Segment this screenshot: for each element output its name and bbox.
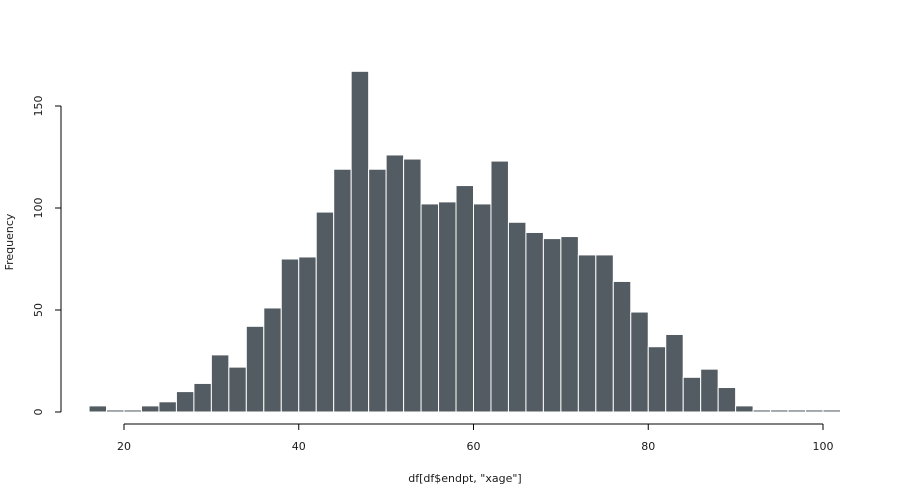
- x-tick-label: 20: [117, 440, 131, 453]
- histogram-bar: [455, 185, 474, 413]
- histogram-bar: [770, 409, 789, 413]
- histogram-bar: [717, 387, 737, 413]
- histogram-bar: [263, 307, 282, 413]
- histogram-bar: [647, 346, 667, 413]
- histogram-bar: [507, 221, 527, 413]
- histogram-bar: [350, 70, 370, 413]
- histogram-bar: [385, 154, 405, 413]
- histogram-bar: [577, 254, 597, 413]
- x-axis: 20 40 60 80 100: [117, 423, 834, 453]
- histogram-bar: [542, 238, 562, 413]
- x-tick-label: 60: [467, 440, 481, 453]
- y-tick-label: 100: [32, 198, 45, 219]
- y-axis: 0 50 100 150: [32, 96, 62, 416]
- histogram-bar: [315, 211, 335, 413]
- histogram-bar: [805, 409, 824, 413]
- histogram-bar: [210, 354, 230, 413]
- histogram-bar: [158, 401, 177, 413]
- histogram-bar: [525, 231, 544, 413]
- histogram-bar: [228, 366, 247, 413]
- histogram-bar: [560, 236, 579, 413]
- histogram-bar: [88, 405, 108, 413]
- y-tick-label: 50: [32, 303, 45, 317]
- histogram-bar: [193, 382, 212, 413]
- histogram-bar: [123, 409, 142, 413]
- y-tick-label: 0: [32, 409, 45, 416]
- histogram-bar: [682, 376, 702, 413]
- histogram-bar: [735, 405, 754, 413]
- y-tick-label: 150: [32, 96, 45, 117]
- histogram-bar: [665, 333, 684, 413]
- x-tick-label: 40: [292, 440, 306, 453]
- histogram-bar: [175, 391, 195, 413]
- x-axis-label: df[df$endpt, "xage"]: [408, 472, 521, 485]
- histogram-bar: [280, 258, 300, 413]
- histogram-bar: [298, 256, 317, 413]
- histogram-bar: [630, 311, 649, 413]
- histogram-bar: [612, 280, 632, 413]
- x-tick-label: 80: [641, 440, 655, 453]
- histogram-bar: [368, 168, 387, 413]
- histogram-bar: [245, 325, 265, 413]
- x-tick-label: 100: [813, 440, 834, 453]
- histogram-bar: [595, 254, 614, 413]
- histogram-bar: [106, 409, 125, 413]
- histogram-bar: [787, 409, 807, 413]
- histogram-bar: [700, 368, 719, 413]
- histogram-bar: [140, 405, 160, 413]
- histogram-bar: [490, 160, 509, 413]
- histogram-bar: [420, 203, 440, 413]
- histogram-bar: [822, 409, 841, 413]
- histogram-bar: [752, 409, 772, 413]
- y-axis-label: Frequency: [3, 213, 16, 270]
- bars-group: [88, 70, 841, 413]
- histogram-bar: [403, 158, 422, 413]
- histogram-bar: [333, 168, 352, 413]
- histogram-bar: [438, 201, 457, 413]
- histogram-bar: [473, 203, 492, 413]
